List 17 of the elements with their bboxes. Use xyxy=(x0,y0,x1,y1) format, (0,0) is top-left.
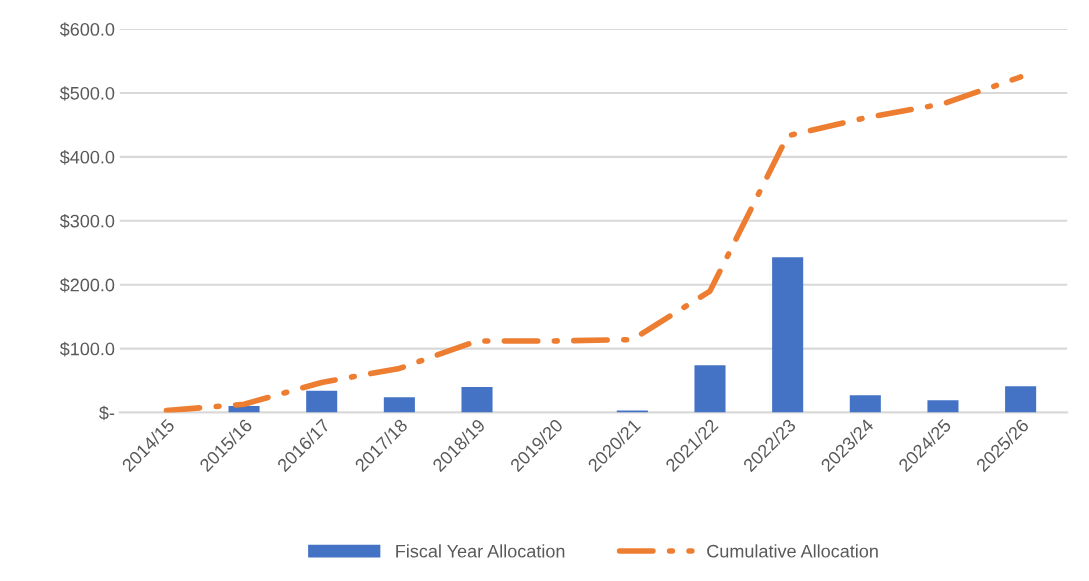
bar xyxy=(694,365,726,413)
y-tick-label: $100.0 xyxy=(59,341,115,357)
bar xyxy=(1005,386,1037,413)
y-tick-label: $- xyxy=(99,405,115,421)
y-tick-label: $400.0 xyxy=(59,150,115,165)
bar xyxy=(772,257,804,413)
y-tick-label: $500.0 xyxy=(59,86,115,101)
bar xyxy=(927,400,959,413)
y-tick-label: $600.0 xyxy=(59,22,115,37)
bar xyxy=(849,395,881,413)
bar xyxy=(461,386,493,413)
bar xyxy=(306,390,338,413)
legend-label: Cumulative Allocation xyxy=(707,544,878,558)
y-tick-label: $300.0 xyxy=(59,213,115,229)
legend-label: Fiscal Year Allocation xyxy=(396,544,565,558)
y-tick-label: $200.0 xyxy=(59,277,115,293)
bar xyxy=(383,397,415,413)
